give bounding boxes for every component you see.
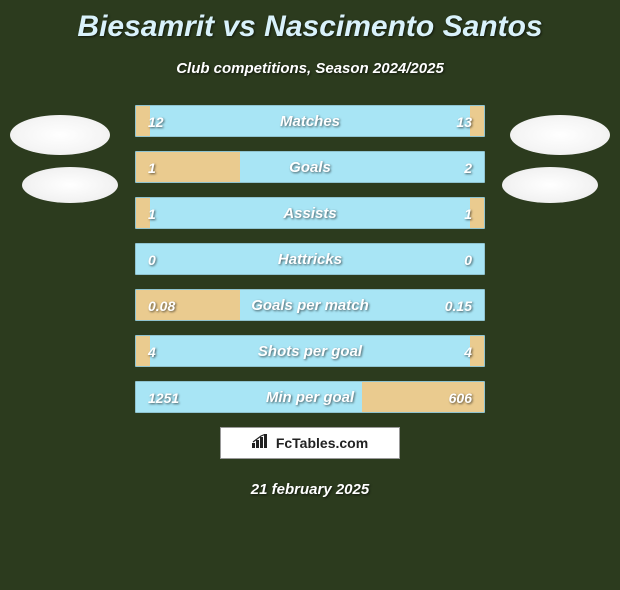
stat-label: Matches (136, 106, 484, 138)
footer-date: 21 february 2025 (0, 481, 620, 498)
stat-value-right: 0 (452, 244, 484, 276)
stat-value-left: 1251 (136, 382, 191, 414)
stat-value-left: 12 (136, 106, 176, 138)
stat-row: 1251606Min per goal (135, 381, 485, 413)
branding-text: FcTables.com (276, 435, 368, 451)
stat-value-left: 0.08 (136, 290, 187, 322)
stat-row: 12 13Matches (135, 105, 485, 137)
stat-value-right: 606 (437, 382, 484, 414)
stat-label: Assists (136, 198, 484, 230)
player-left-photo-2 (22, 167, 118, 203)
stat-row: 0 0Hattricks (135, 243, 485, 275)
stat-row: 12Goals (135, 151, 485, 183)
branding-box: FcTables.com (220, 427, 400, 459)
page-title: Biesamrit vs Nascimento Santos (0, 10, 620, 44)
stat-label: Shots per goal (136, 336, 484, 368)
player-left-photo-1 (10, 115, 110, 155)
chart-icon (252, 434, 270, 453)
stat-value-left: 0 (136, 244, 168, 276)
stat-row: 0.080.15Goals per match (135, 289, 485, 321)
stat-value-left: 1 (136, 152, 168, 184)
stat-value-right: 4 (452, 336, 484, 368)
stat-value-right: 1 (452, 198, 484, 230)
stat-row: 4 4Shots per goal (135, 335, 485, 367)
player-right-photo-2 (502, 167, 598, 203)
stat-value-left: 4 (136, 336, 168, 368)
stat-value-right: 0.15 (433, 290, 484, 322)
stat-label: Hattricks (136, 244, 484, 276)
stat-value-left: 1 (136, 198, 168, 230)
player-right-photo-1 (510, 115, 610, 155)
stat-row: 1 1Assists (135, 197, 485, 229)
stat-bars-container: 1213Matches12Goals11Assists00Hattricks0.… (135, 105, 485, 413)
subtitle: Club competitions, Season 2024/2025 (0, 60, 620, 77)
stat-value-right: 2 (452, 152, 484, 184)
comparison-chart: 1213Matches12Goals11Assists00Hattricks0.… (0, 105, 620, 413)
stat-value-right: 13 (444, 106, 484, 138)
